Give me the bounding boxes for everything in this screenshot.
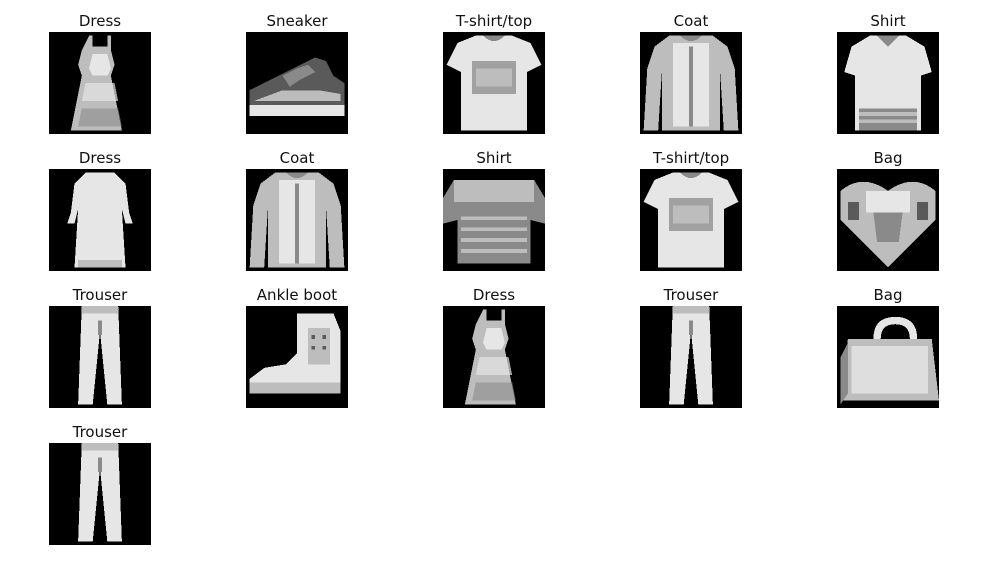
thumbnail-image xyxy=(640,32,742,134)
thumbnail-image xyxy=(443,32,545,134)
cell-title: Dress xyxy=(78,12,122,30)
cell-title: Dress xyxy=(472,286,516,304)
thumbnail-image xyxy=(640,169,742,271)
thumbnail-image xyxy=(49,443,151,545)
grid-cell: Ankle boot xyxy=(246,278,348,408)
thumbnail-image xyxy=(837,306,939,408)
thumbnail-image xyxy=(443,306,545,408)
grid-cell: Bag xyxy=(837,278,939,408)
thumbnail-image xyxy=(246,32,348,134)
cell-title: Shirt xyxy=(476,149,512,167)
grid-cell: Dress xyxy=(443,278,545,408)
cell-title: Shirt xyxy=(870,12,906,30)
cell-title: Bag xyxy=(873,149,903,167)
thumbnail-image xyxy=(640,306,742,408)
grid-cell: Dress xyxy=(49,141,151,271)
cell-title: Bag xyxy=(873,286,903,304)
grid-cell: Trouser xyxy=(49,278,151,408)
grid-cell: Sneaker xyxy=(246,4,348,134)
cell-title: Dress xyxy=(78,149,122,167)
cell-title: T-shirt/top xyxy=(652,149,730,167)
thumbnail-image xyxy=(49,306,151,408)
grid-cell: Trouser xyxy=(640,278,742,408)
thumbnail-image xyxy=(837,169,939,271)
grid-cell: Bag xyxy=(837,141,939,271)
cell-title: Coat xyxy=(279,149,315,167)
cell-title: T-shirt/top xyxy=(455,12,533,30)
thumbnail-image xyxy=(246,306,348,408)
cell-title: Sneaker xyxy=(266,12,328,30)
grid-cell: Shirt xyxy=(443,141,545,271)
grid-cell: T-shirt/top xyxy=(443,4,545,134)
thumbnail-image xyxy=(837,32,939,134)
grid-cell: Dress xyxy=(49,4,151,134)
grid-cell: T-shirt/top xyxy=(640,141,742,271)
thumbnail-image xyxy=(49,32,151,134)
cell-title: Trouser xyxy=(72,286,128,304)
grid-cell: Coat xyxy=(246,141,348,271)
cell-title: Ankle boot xyxy=(256,286,338,304)
cell-title: Trouser xyxy=(72,423,128,441)
grid-cell: Shirt xyxy=(837,4,939,134)
thumbnail-image xyxy=(246,169,348,271)
cell-title: Coat xyxy=(673,12,709,30)
grid-cell: Trouser xyxy=(49,415,151,545)
thumbnail-image xyxy=(49,169,151,271)
cell-title: Trouser xyxy=(663,286,719,304)
grid-cell: Coat xyxy=(640,4,742,134)
thumbnail-image xyxy=(443,169,545,271)
